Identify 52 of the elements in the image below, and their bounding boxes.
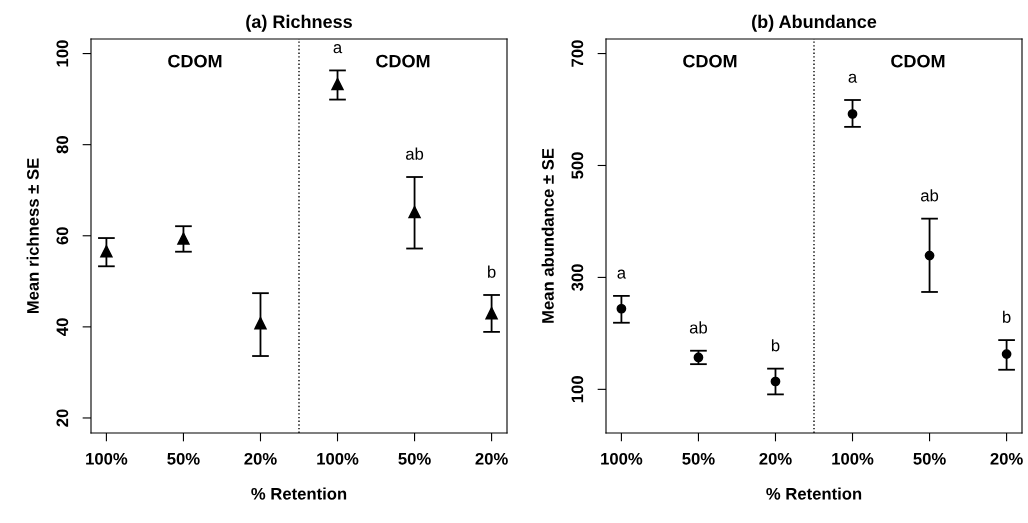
chart-title: (a) Richness (246, 14, 352, 32)
point (770, 376, 781, 387)
x-tick-label: 100% (317, 452, 359, 465)
chart-title: (b) Abundance (752, 14, 877, 32)
x-tick-label: 20% (244, 452, 277, 465)
data-label: a (333, 44, 343, 54)
point (616, 303, 627, 314)
data-label: b (771, 339, 780, 352)
data-label: a (848, 73, 858, 83)
annotation: CDOM (891, 54, 945, 68)
x-tick-label: 20% (990, 452, 1023, 465)
annotation: CDOM (168, 54, 222, 68)
point (254, 316, 267, 330)
annotation: CDOM (376, 54, 430, 68)
data-label: a (617, 269, 627, 279)
point (693, 352, 704, 363)
y-axis-title: Mean richness ± SE (26, 158, 39, 314)
point (408, 205, 421, 219)
data-label: ab (921, 189, 939, 202)
x-tick-label: 50% (913, 452, 946, 465)
y-tick-label: 300 (571, 264, 584, 291)
y-tick-label: 500 (571, 152, 584, 179)
x-tick-label: 50% (167, 452, 200, 465)
data-label: ab (689, 321, 708, 334)
y-tick-label: 80 (56, 136, 69, 154)
x-axis-title: % Retention (766, 487, 862, 500)
point (331, 77, 344, 91)
point (100, 245, 113, 258)
x-tick-label: 20% (475, 452, 508, 465)
x-axis-title: % Retention (251, 487, 347, 500)
y-tick-label: 700 (571, 40, 584, 67)
y-tick-label: 100 (56, 40, 69, 67)
y-tick-label: 40 (56, 318, 69, 336)
point (1001, 349, 1012, 359)
data-label: b (1003, 310, 1011, 323)
y-tick-label: 60 (56, 227, 69, 245)
point (924, 250, 935, 261)
point (177, 232, 190, 245)
y-axis-title: Mean abundance ± SE (541, 148, 554, 323)
data-label: ab (406, 147, 424, 160)
point (847, 109, 858, 119)
x-tick-label: 100% (86, 452, 128, 465)
point (485, 306, 498, 320)
y-tick-label: 100 (571, 376, 584, 403)
annotation: CDOM (683, 54, 737, 68)
data-label: b (488, 265, 496, 278)
x-tick-label: 50% (398, 452, 431, 465)
y-tick-label: 20 (56, 409, 69, 427)
x-tick-label: 50% (682, 452, 715, 465)
x-tick-label: 100% (832, 452, 874, 465)
x-tick-label: 100% (601, 452, 643, 465)
x-tick-label: 20% (759, 452, 792, 465)
